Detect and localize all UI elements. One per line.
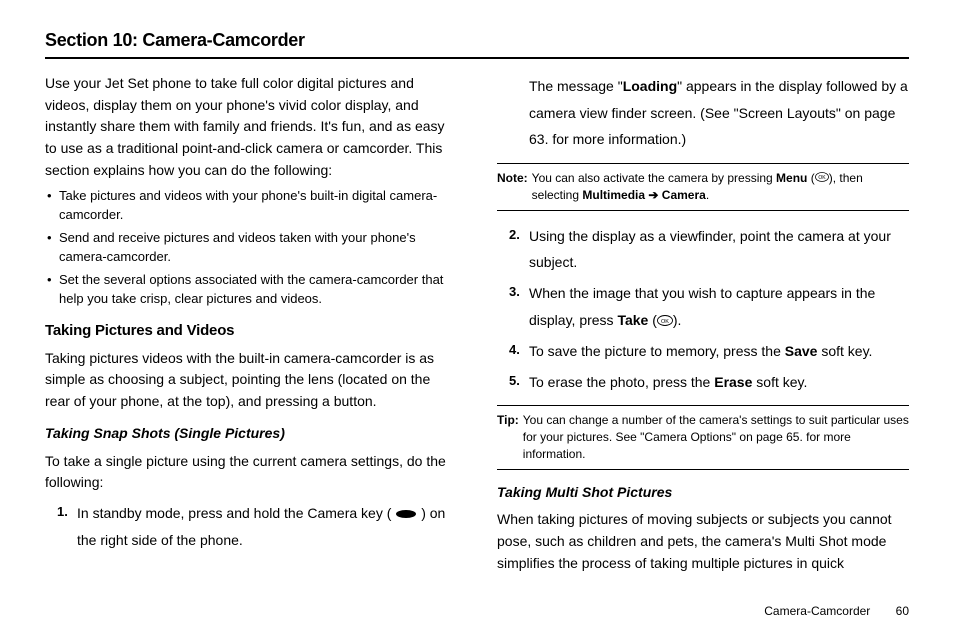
heading-taking-pictures: Taking Pictures and Videos bbox=[45, 319, 457, 342]
ok-button-icon: OK bbox=[815, 170, 829, 187]
svg-text:OK: OK bbox=[661, 319, 669, 325]
s5b: soft key. bbox=[752, 374, 807, 390]
bullet-item: • Send and receive pictures and videos t… bbox=[45, 229, 457, 267]
note-menu-bold: Menu bbox=[776, 171, 807, 185]
bullet-item: • Take pictures and videos with your pho… bbox=[45, 187, 457, 225]
note-d: . bbox=[706, 188, 709, 202]
step-4: 4. To save the picture to memory, press … bbox=[497, 338, 909, 365]
heading-multi-shot: Taking Multi Shot Pictures bbox=[497, 482, 909, 504]
s4b: soft key. bbox=[817, 343, 872, 359]
bullet-item: • Set the several options associated wit… bbox=[45, 271, 457, 309]
take-bold: Take bbox=[617, 312, 648, 328]
erase-bold: Erase bbox=[714, 374, 752, 390]
note-box: Note: You can also activate the camera b… bbox=[497, 163, 909, 211]
note-b: ( bbox=[807, 171, 814, 185]
step-text: When the image that you wish to capture … bbox=[529, 280, 909, 334]
step-5: 5. To erase the photo, press the Erase s… bbox=[497, 369, 909, 396]
step1-text-a: In standby mode, press and hold the Came… bbox=[77, 505, 391, 521]
step-number: 1. bbox=[45, 500, 77, 554]
right-column: The message "Loading" appears in the dis… bbox=[497, 73, 909, 581]
svg-text:OK: OK bbox=[818, 175, 826, 181]
s5a: To erase the photo, press the bbox=[529, 374, 714, 390]
tip-body: You can change a number of the camera's … bbox=[523, 412, 909, 462]
numbered-list-right: 2. Using the display as a viewfinder, po… bbox=[497, 223, 909, 396]
footer-label: Camera-Camcorder bbox=[764, 604, 870, 618]
bullet-text: Set the several options associated with … bbox=[59, 271, 457, 309]
step-text: To save the picture to memory, press the… bbox=[529, 338, 909, 365]
tip-box: Tip: You can change a number of the came… bbox=[497, 405, 909, 469]
page-footer: Camera-Camcorder 60 bbox=[764, 604, 909, 618]
camera-key-icon bbox=[395, 501, 417, 528]
bullet-dot-icon: • bbox=[45, 271, 59, 309]
cont-a: The message " bbox=[529, 78, 623, 94]
note-label: Note: bbox=[497, 170, 532, 204]
loading-bold: Loading bbox=[623, 78, 677, 94]
step-3: 3. When the image that you wish to captu… bbox=[497, 280, 909, 334]
step-text: In standby mode, press and hold the Came… bbox=[77, 500, 457, 554]
bullet-list: • Take pictures and videos with your pho… bbox=[45, 187, 457, 308]
multi-shot-body: When taking pictures of moving subjects … bbox=[497, 509, 909, 574]
note-body: You can also activate the camera by pres… bbox=[532, 170, 909, 204]
step-number: 2. bbox=[497, 223, 529, 276]
content-columns: Use your Jet Set phone to take full colo… bbox=[45, 73, 909, 581]
bullet-text: Send and receive pictures and videos tak… bbox=[59, 229, 457, 267]
bullet-dot-icon: • bbox=[45, 229, 59, 267]
step-number: 3. bbox=[497, 280, 529, 334]
save-bold: Save bbox=[785, 343, 818, 359]
continued-paragraph: The message "Loading" appears in the dis… bbox=[497, 73, 909, 153]
note-multimedia-bold: Multimedia bbox=[582, 188, 645, 202]
heading-snap-shots: Taking Snap Shots (Single Pictures) bbox=[45, 423, 457, 445]
note-camera-bold: Camera bbox=[662, 188, 706, 202]
left-column: Use your Jet Set phone to take full colo… bbox=[45, 73, 457, 581]
bullet-dot-icon: • bbox=[45, 187, 59, 225]
ok-button-icon: OK bbox=[657, 308, 673, 335]
numbered-list: 1. In standby mode, press and hold the C… bbox=[45, 500, 457, 554]
tip-label: Tip: bbox=[497, 412, 523, 462]
s3b: ( bbox=[648, 312, 657, 328]
step-text: Using the display as a viewfinder, point… bbox=[529, 223, 909, 276]
s3a: When the image that you wish to capture … bbox=[529, 285, 875, 328]
step-number: 4. bbox=[497, 338, 529, 365]
arrow-icon: ➔ bbox=[645, 188, 662, 202]
intro-paragraph: Use your Jet Set phone to take full colo… bbox=[45, 73, 457, 181]
note-a: You can also activate the camera by pres… bbox=[532, 171, 776, 185]
page-number: 60 bbox=[896, 604, 909, 618]
s4a: To save the picture to memory, press the bbox=[529, 343, 785, 359]
step-1: 1. In standby mode, press and hold the C… bbox=[45, 500, 457, 554]
section-title: Section 10: Camera-Camcorder bbox=[45, 30, 909, 59]
taking-pictures-body: Taking pictures videos with the built-in… bbox=[45, 348, 457, 413]
s3c: ). bbox=[673, 312, 682, 328]
step-text: To erase the photo, press the Erase soft… bbox=[529, 369, 909, 396]
step-2: 2. Using the display as a viewfinder, po… bbox=[497, 223, 909, 276]
snap-shots-body: To take a single picture using the curre… bbox=[45, 451, 457, 494]
bullet-text: Take pictures and videos with your phone… bbox=[59, 187, 457, 225]
step-number: 5. bbox=[497, 369, 529, 396]
